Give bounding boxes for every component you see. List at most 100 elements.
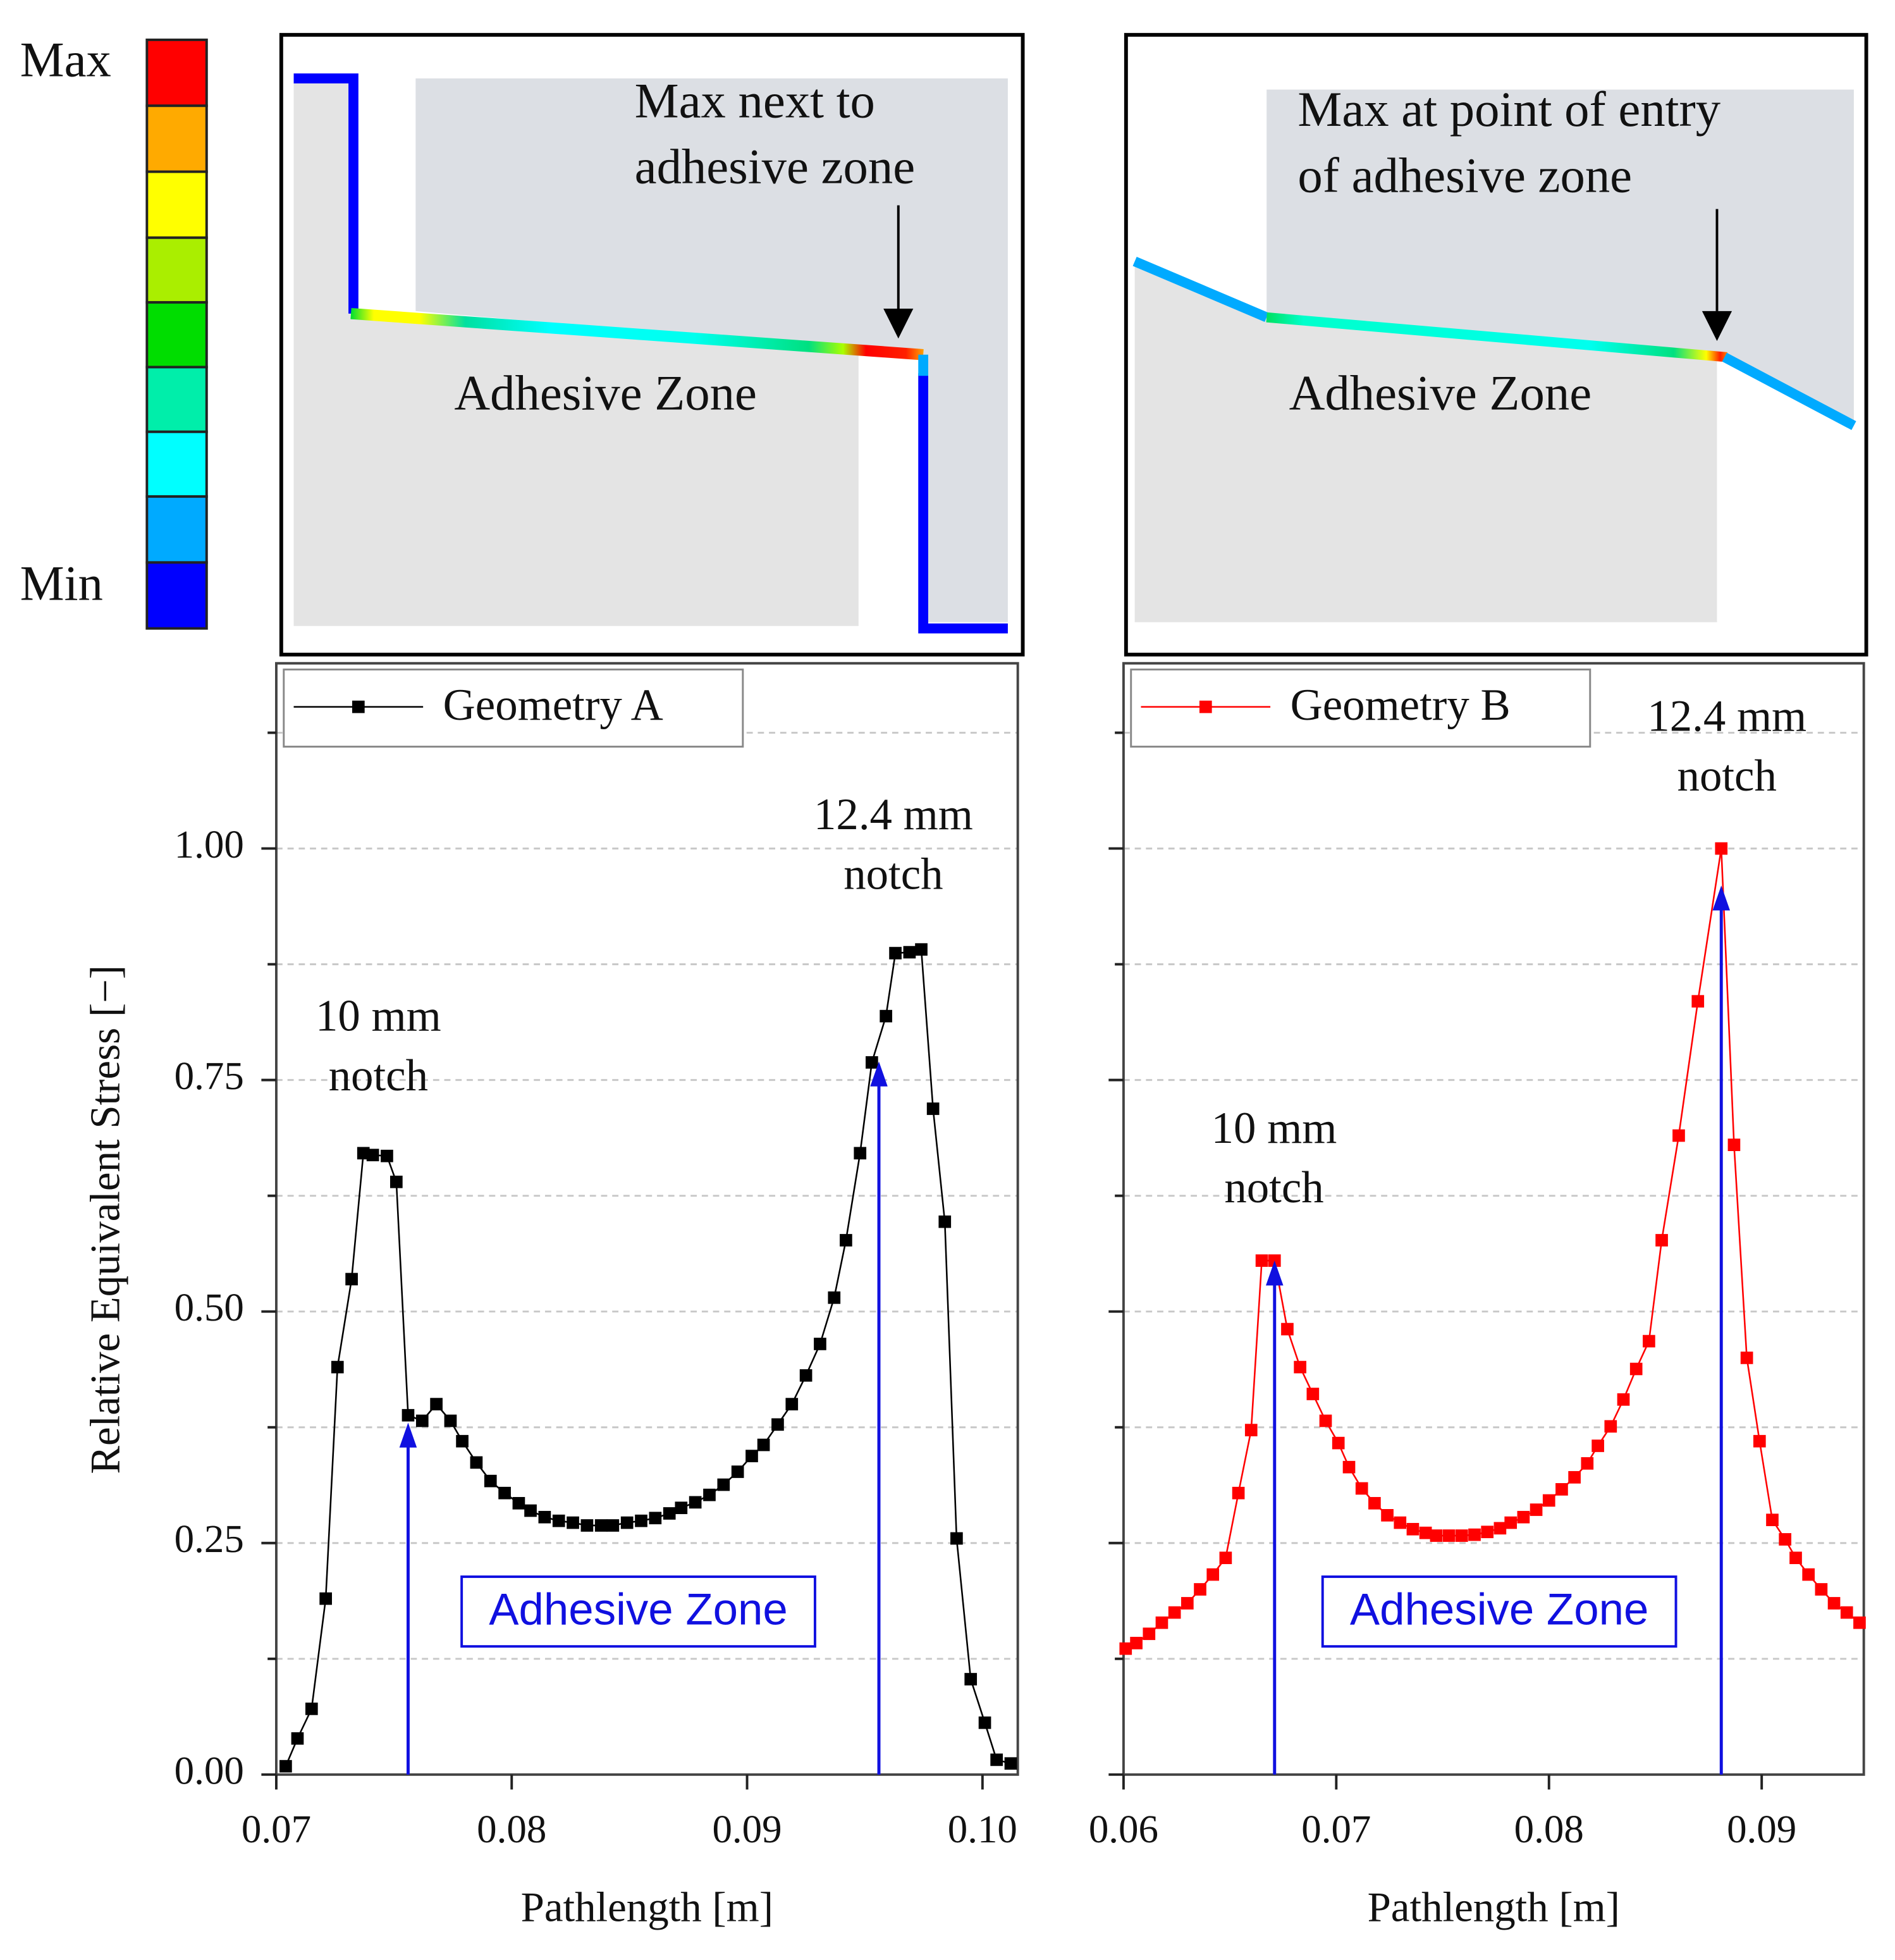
data-point — [1255, 1254, 1268, 1267]
data-point — [1581, 1457, 1594, 1470]
y-tick-label: 0.25 — [175, 1517, 244, 1561]
data-point — [1853, 1616, 1866, 1629]
x-axis-label: Pathlength [m] — [1368, 1884, 1620, 1931]
data-point — [1143, 1627, 1156, 1641]
data-point — [1119, 1642, 1132, 1655]
data-point — [717, 1478, 730, 1491]
x-axis-label: Pathlength [m] — [521, 1884, 773, 1931]
data-point — [1555, 1483, 1568, 1496]
y-axis-label: Relative Equivalent Stress [−] — [82, 965, 129, 1474]
data-point — [430, 1398, 443, 1410]
data-point — [1430, 1529, 1443, 1542]
data-point — [1419, 1526, 1432, 1539]
data-point — [1715, 842, 1728, 855]
legend-box — [1130, 669, 1591, 748]
data-point — [1155, 1616, 1168, 1629]
data-point — [854, 1147, 867, 1160]
data-point — [938, 1215, 952, 1228]
substrate — [1134, 261, 1717, 622]
annotation: 12.4 mm — [1647, 692, 1806, 741]
data-point — [703, 1488, 716, 1501]
data-point — [279, 1760, 292, 1773]
x-tick-label: 0.10 — [948, 1807, 1017, 1851]
data-point — [357, 1147, 370, 1160]
data-point — [1643, 1334, 1655, 1348]
arrow-head — [870, 1061, 888, 1087]
data-point — [1381, 1509, 1394, 1522]
data-point — [1815, 1583, 1828, 1596]
y-tick-label: 1.00 — [175, 822, 244, 866]
data-point — [675, 1501, 688, 1514]
y-tick-label: 0.50 — [175, 1285, 244, 1329]
data-point — [990, 1753, 1003, 1766]
data-point — [840, 1234, 852, 1247]
data-point — [635, 1514, 647, 1527]
data-point — [1617, 1393, 1630, 1406]
arrow-head — [883, 308, 914, 339]
x-tick-label: 0.08 — [477, 1807, 546, 1851]
data-point — [1840, 1606, 1853, 1619]
series-line — [285, 948, 1011, 1767]
data-point — [580, 1519, 594, 1532]
substrate — [293, 80, 859, 626]
data-point — [978, 1716, 991, 1729]
data-point — [1672, 1129, 1685, 1142]
data-point — [799, 1369, 813, 1382]
data-point — [594, 1519, 608, 1532]
zone-label: Adhesive Zone — [1289, 366, 1592, 421]
data-point — [689, 1496, 702, 1509]
data-point — [1194, 1583, 1206, 1596]
data-point — [1342, 1460, 1356, 1474]
data-point — [567, 1516, 579, 1529]
data-point — [1281, 1322, 1294, 1336]
colorbar-band — [145, 561, 208, 630]
y-tick-label: 0.00 — [175, 1748, 244, 1792]
annotation: notch — [329, 1051, 428, 1100]
data-point — [1779, 1533, 1792, 1546]
data-point — [1504, 1516, 1518, 1529]
data-point — [1368, 1496, 1381, 1510]
colorbar-band — [145, 104, 208, 173]
data-point — [606, 1519, 620, 1532]
data-point — [1394, 1516, 1407, 1529]
data-point — [866, 1056, 878, 1069]
data-point — [915, 943, 928, 956]
path-segment — [1722, 352, 1856, 430]
data-point — [663, 1507, 676, 1520]
data-point — [444, 1414, 457, 1427]
path-segment — [918, 373, 1008, 634]
data-point — [1294, 1360, 1306, 1374]
data-point — [903, 946, 916, 959]
data-point — [1004, 1757, 1017, 1770]
data-point — [415, 1414, 429, 1427]
legend-marker — [1199, 700, 1212, 713]
data-point — [512, 1496, 525, 1510]
colorbar-band — [145, 366, 208, 433]
x-tick-label: 0.08 — [1514, 1807, 1584, 1851]
data-point — [1691, 995, 1705, 1008]
colorbar-band — [145, 301, 208, 369]
adhesive-path — [350, 308, 924, 361]
data-point — [402, 1408, 415, 1422]
zone-label: Adhesive Zone — [489, 1585, 787, 1635]
data-point — [1802, 1568, 1815, 1581]
path-segment — [1132, 256, 1269, 322]
data-point — [731, 1465, 744, 1478]
data-point — [649, 1512, 662, 1525]
x-tick-label: 0.09 — [712, 1807, 782, 1851]
data-point — [552, 1514, 565, 1527]
colorbar-band — [145, 430, 208, 498]
data-point — [1306, 1388, 1320, 1400]
data-point — [1219, 1551, 1232, 1565]
data-point — [1455, 1529, 1468, 1542]
colorbar-min: Min — [20, 557, 103, 612]
annotation: notch — [843, 849, 943, 899]
data-point — [1568, 1470, 1581, 1484]
x-tick-label: 0.09 — [1727, 1807, 1796, 1851]
data-point — [1727, 1138, 1741, 1151]
data-point — [381, 1149, 393, 1162]
data-point — [771, 1418, 784, 1431]
panel-note: adhesive zone — [635, 140, 916, 195]
data-point — [1827, 1597, 1841, 1610]
data-point — [1406, 1522, 1420, 1536]
